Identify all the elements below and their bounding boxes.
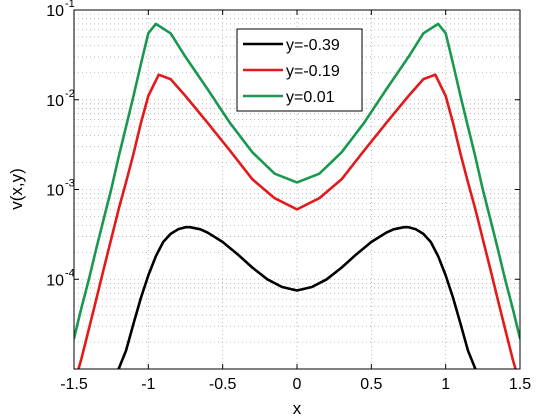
x-tick-label: 1 bbox=[441, 376, 450, 393]
legend-label: y=0.01 bbox=[286, 89, 335, 106]
y-tick-exponent: -4 bbox=[65, 267, 75, 279]
y-tick-label: 10 bbox=[46, 93, 64, 110]
series-line bbox=[117, 225, 477, 369]
legend-label: y=-0.19 bbox=[286, 63, 340, 80]
x-axis-label: x bbox=[293, 399, 302, 418]
x-tick-label: -0.5 bbox=[209, 376, 237, 393]
legend-label: y=-0.39 bbox=[286, 37, 340, 54]
series-line bbox=[74, 22, 520, 340]
y-tick-label: 10 bbox=[46, 272, 64, 289]
legend: y=-0.39 y=-0.19 y=0.01 bbox=[236, 28, 363, 112]
y-tick-exponent: -1 bbox=[65, 0, 75, 10]
y-tick-labels: 10-410-310-210-1 bbox=[46, 0, 75, 289]
series-group bbox=[74, 22, 520, 369]
x-tick-label: 1.5 bbox=[509, 376, 531, 393]
x-tick-label: 0 bbox=[293, 376, 302, 393]
x-tick-label: 0.5 bbox=[360, 376, 382, 393]
y-tick-exponent: -3 bbox=[65, 178, 75, 190]
y-tick-exponent: -2 bbox=[65, 88, 75, 100]
series-line bbox=[77, 73, 517, 369]
x-tick-labels: -1.5 -1 -0.5 0 0.5 1 1.5 bbox=[60, 376, 531, 393]
y-axis-label: v(x,y) bbox=[7, 168, 26, 210]
y-tick-label: 10 bbox=[46, 183, 64, 200]
axis-ticks bbox=[73, 9, 521, 369]
x-tick-label: -1 bbox=[141, 376, 155, 393]
y-tick-label: 10 bbox=[46, 3, 64, 20]
x-tick-label: -1.5 bbox=[60, 376, 88, 393]
